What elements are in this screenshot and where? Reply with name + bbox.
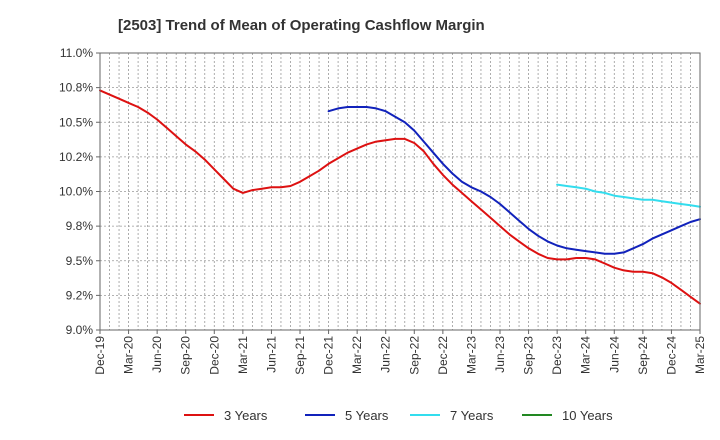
legend-item-4: 10 Years xyxy=(522,408,613,423)
x-tick-label: Mar-25 xyxy=(693,336,707,374)
x-tick-label: Jun-23 xyxy=(493,336,507,373)
x-tick-label: Jun-21 xyxy=(264,336,278,373)
series-line-1 xyxy=(99,89,701,305)
x-tick-label: Mar-23 xyxy=(464,336,478,374)
x-tick-label: Dec-20 xyxy=(207,336,221,375)
x-tick-label: Sep-22 xyxy=(407,336,421,375)
y-tick-label: 11.0% xyxy=(60,46,93,60)
x-tick-label: Sep-24 xyxy=(636,336,650,375)
legend-item-3: 7 Years xyxy=(410,408,494,423)
x-tick-label: Mar-22 xyxy=(350,336,364,374)
grid xyxy=(99,53,701,330)
series-line-3 xyxy=(556,183,701,208)
legend-label: 7 Years xyxy=(450,408,494,423)
chart-title: [2503] Trend of Mean of Operating Cashfl… xyxy=(118,17,485,34)
x-tick-label: Jun-20 xyxy=(150,336,164,373)
y-tick-label: 10.5% xyxy=(59,115,93,129)
y-tick-label: 9.5% xyxy=(66,254,94,268)
series-line-2 xyxy=(327,106,701,255)
x-tick-label: Sep-21 xyxy=(293,336,307,375)
y-tick-label: 9.8% xyxy=(66,219,94,233)
legend-label: 10 Years xyxy=(562,408,613,423)
x-axis: Dec-19 Mar-20 Jun-20 Sep-20 Dec-20 Mar-21 Jun-… xyxy=(93,330,707,375)
y-tick-label: 10.0% xyxy=(59,185,93,199)
y-tick-label: 9.0% xyxy=(66,323,94,337)
x-tick-label: Sep-20 xyxy=(179,336,193,375)
x-tick-label: Jun-24 xyxy=(607,336,621,373)
x-tick-label: Jun-22 xyxy=(379,336,393,373)
legend-item-1: 3 Years xyxy=(184,408,268,423)
y-tick-label: 10.8% xyxy=(59,81,93,95)
y-tick-label: 10.2% xyxy=(59,150,93,164)
legend-label: 3 Years xyxy=(224,408,268,423)
plot-frame xyxy=(99,52,701,331)
legend: 3 Years 5 Years 7 Years 10 Years xyxy=(184,408,613,423)
y-tick-label: 9.2% xyxy=(66,288,94,302)
x-tick-label: Dec-22 xyxy=(436,336,450,375)
series-lines xyxy=(99,89,701,305)
x-tick-label: Dec-23 xyxy=(550,336,564,375)
x-tick-label: Dec-24 xyxy=(664,336,678,375)
x-tick-label: Dec-21 xyxy=(322,336,336,375)
x-tick-label: Sep-23 xyxy=(522,336,536,375)
legend-item-2: 5 Years xyxy=(305,408,389,423)
x-tick-label: Mar-24 xyxy=(579,336,593,374)
x-tick-label: Dec-19 xyxy=(93,336,107,375)
y-axis: 9.0% 9.2% 9.5% 9.8% 10.0% 10.2% 10.5% 10.8% 11.0… xyxy=(59,46,100,337)
x-tick-label: Mar-21 xyxy=(236,336,250,374)
x-tick-label: Mar-20 xyxy=(122,336,136,374)
legend-label: 5 Years xyxy=(345,408,389,423)
